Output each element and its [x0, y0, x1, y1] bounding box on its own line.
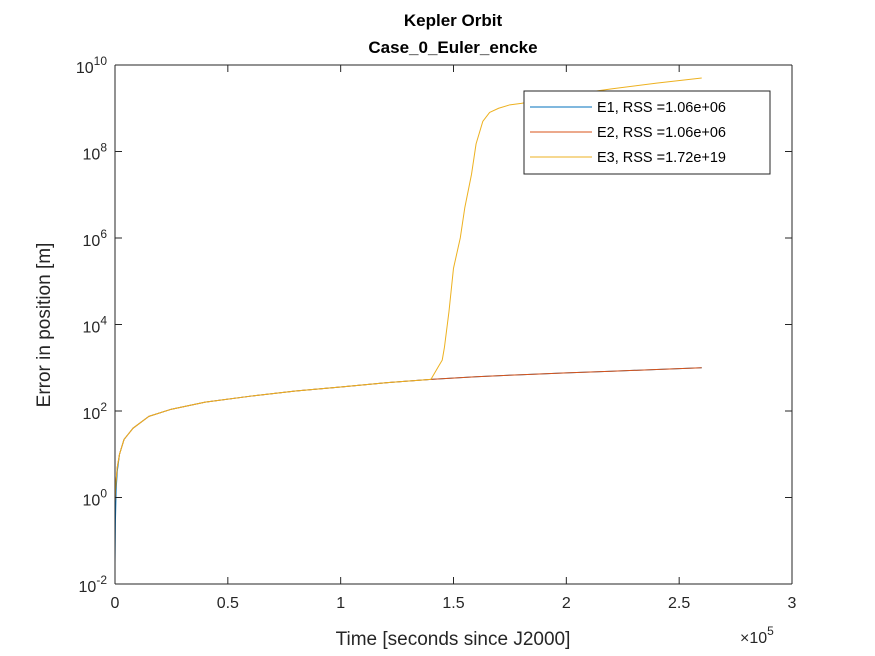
y-tick-base: 10: [83, 233, 101, 250]
y-tick-label: 106: [83, 227, 108, 250]
legend-label-e1: E1, RSS =1.06e+06: [597, 100, 726, 116]
y-tick-exponent: 4: [100, 314, 107, 328]
y-tick-exponent: -2: [96, 573, 107, 587]
y-tick-base: 10: [83, 493, 101, 510]
y-tick-label: 102: [83, 400, 108, 423]
y-tick-base: 10: [76, 60, 94, 77]
y-tick-exponent: 8: [100, 141, 107, 155]
x-axis-multiplier: ×105: [740, 624, 774, 647]
legend-label-e3: E3, RSS =1.72e+19: [597, 150, 726, 166]
y-axis-label: Error in position [m]: [34, 243, 55, 408]
y-tick-exponent: 0: [100, 487, 107, 501]
chart-subtitle: Case_0_Euler_encke: [368, 38, 537, 57]
y-tick-label: 10-2: [79, 573, 108, 596]
x-tick-label: 0.5: [217, 595, 239, 612]
legend-label-e2: E2, RSS =1.06e+06: [597, 125, 726, 141]
y-tick-label: 108: [83, 141, 108, 164]
y-tick-exponent: 6: [100, 227, 107, 241]
y-tick-base: 10: [83, 406, 101, 423]
x-tick-label: 1.5: [442, 595, 464, 612]
x-multiplier-base: ×10: [740, 630, 767, 647]
y-tick-label: 104: [83, 314, 108, 337]
y-tick-exponent: 2: [100, 400, 107, 414]
x-axis-label: Time [seconds since J2000]: [336, 629, 571, 650]
y-tick-base: 10: [79, 579, 97, 596]
legend[interactable]: E1, RSS =1.06e+06 E2, RSS =1.06e+06 E3, …: [523, 90, 771, 175]
x-multiplier-exponent: 5: [767, 624, 774, 638]
y-tick-base: 10: [83, 320, 101, 337]
x-tick-label: 2.5: [668, 595, 690, 612]
y-tick-exponent: 10: [94, 54, 108, 68]
y-tick-label: 100: [83, 487, 108, 510]
x-tick-label: 0: [111, 595, 120, 612]
series-line-e3: [114, 77, 702, 502]
series-group: [114, 77, 702, 564]
x-tick-label: 3: [788, 595, 797, 612]
y-tick-label: 1010: [76, 54, 107, 77]
y-tick-base: 10: [83, 147, 101, 164]
x-tick-label: 2: [562, 595, 571, 612]
chart-title: Kepler Orbit: [404, 11, 503, 30]
x-tick-label: 1: [336, 595, 345, 612]
